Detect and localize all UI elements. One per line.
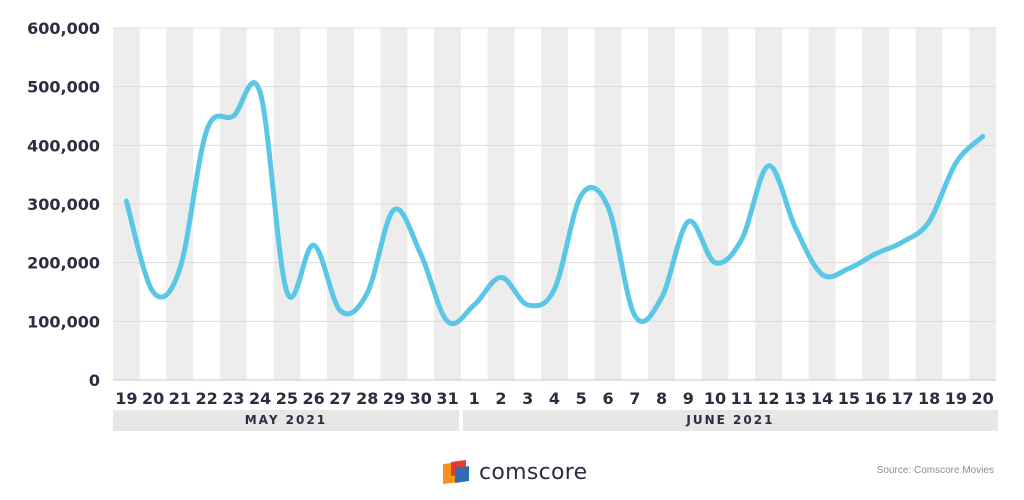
x-tick-label: 22: [196, 389, 218, 408]
comscore-logo: comscore: [443, 456, 588, 488]
x-tick-label: 7: [629, 389, 640, 408]
x-tick-label: 16: [864, 389, 886, 408]
x-tick-label: 15: [838, 389, 860, 408]
x-tick-label: 8: [656, 389, 667, 408]
x-tick-label: 19: [115, 389, 137, 408]
x-tick-label: 17: [891, 389, 913, 408]
x-tick-label: 26: [303, 389, 325, 408]
x-tick-label: 12: [757, 389, 779, 408]
x-tick-label: 6: [602, 389, 613, 408]
x-tick-label: 13: [784, 389, 806, 408]
y-tick-label: 300,000: [27, 195, 100, 214]
series-layer: [123, 80, 986, 326]
month-label-june: JUNE 2021: [462, 410, 998, 431]
x-tick-label: 21: [169, 389, 191, 408]
x-tick-label: 14: [811, 389, 833, 408]
x-tick-label: 2: [495, 389, 506, 408]
x-tick-label: 23: [222, 389, 244, 408]
x-tick-label: 25: [276, 389, 298, 408]
x-tick-label: 28: [356, 389, 378, 408]
y-tick-label: 100,000: [27, 312, 100, 331]
x-tick-label: 9: [683, 389, 694, 408]
x-tick-label: 27: [329, 389, 351, 408]
x-tick-label: 30: [410, 389, 432, 408]
x-tick-label: 1: [469, 389, 480, 408]
x-tick-label: 10: [704, 389, 726, 408]
x-tick-label: 11: [731, 389, 753, 408]
y-tick-label: 400,000: [27, 136, 100, 155]
x-tick-label: 31: [436, 389, 458, 408]
x-tick-label: 18: [918, 389, 940, 408]
y-axis-ticks: 0 100,000 200,000 300,000 400,000 500,000 600,…: [27, 19, 100, 390]
x-tick-label: 3: [522, 389, 533, 408]
month-label-may: MAY 2021: [113, 410, 459, 431]
x-tick-label: 4: [549, 389, 560, 408]
x-tick-label: 20: [142, 389, 164, 408]
logo-text: comscore: [479, 459, 588, 485]
comscore-logo-icon: [443, 459, 470, 485]
x-tick-label: 19: [945, 389, 967, 408]
y-tick-label: 500,000: [27, 78, 100, 97]
x-tick-label: 5: [576, 389, 587, 408]
y-tick-label: 200,000: [27, 254, 100, 273]
x-tick-label: 24: [249, 389, 271, 408]
series-line: [123, 80, 986, 326]
x-tick-label: 20: [971, 389, 993, 408]
y-tick-label: 0: [89, 371, 100, 390]
y-tick-label: 600,000: [27, 19, 100, 38]
x-tick-label: 29: [383, 389, 405, 408]
source-note: Source: Comscore Movies: [876, 465, 994, 476]
x-axis-ticks: 19 20 21 22 23 24 25 26 27 28 29 30 31 1 2 3 4 5 6 7 8 9 10 11 1…: [115, 389, 994, 408]
